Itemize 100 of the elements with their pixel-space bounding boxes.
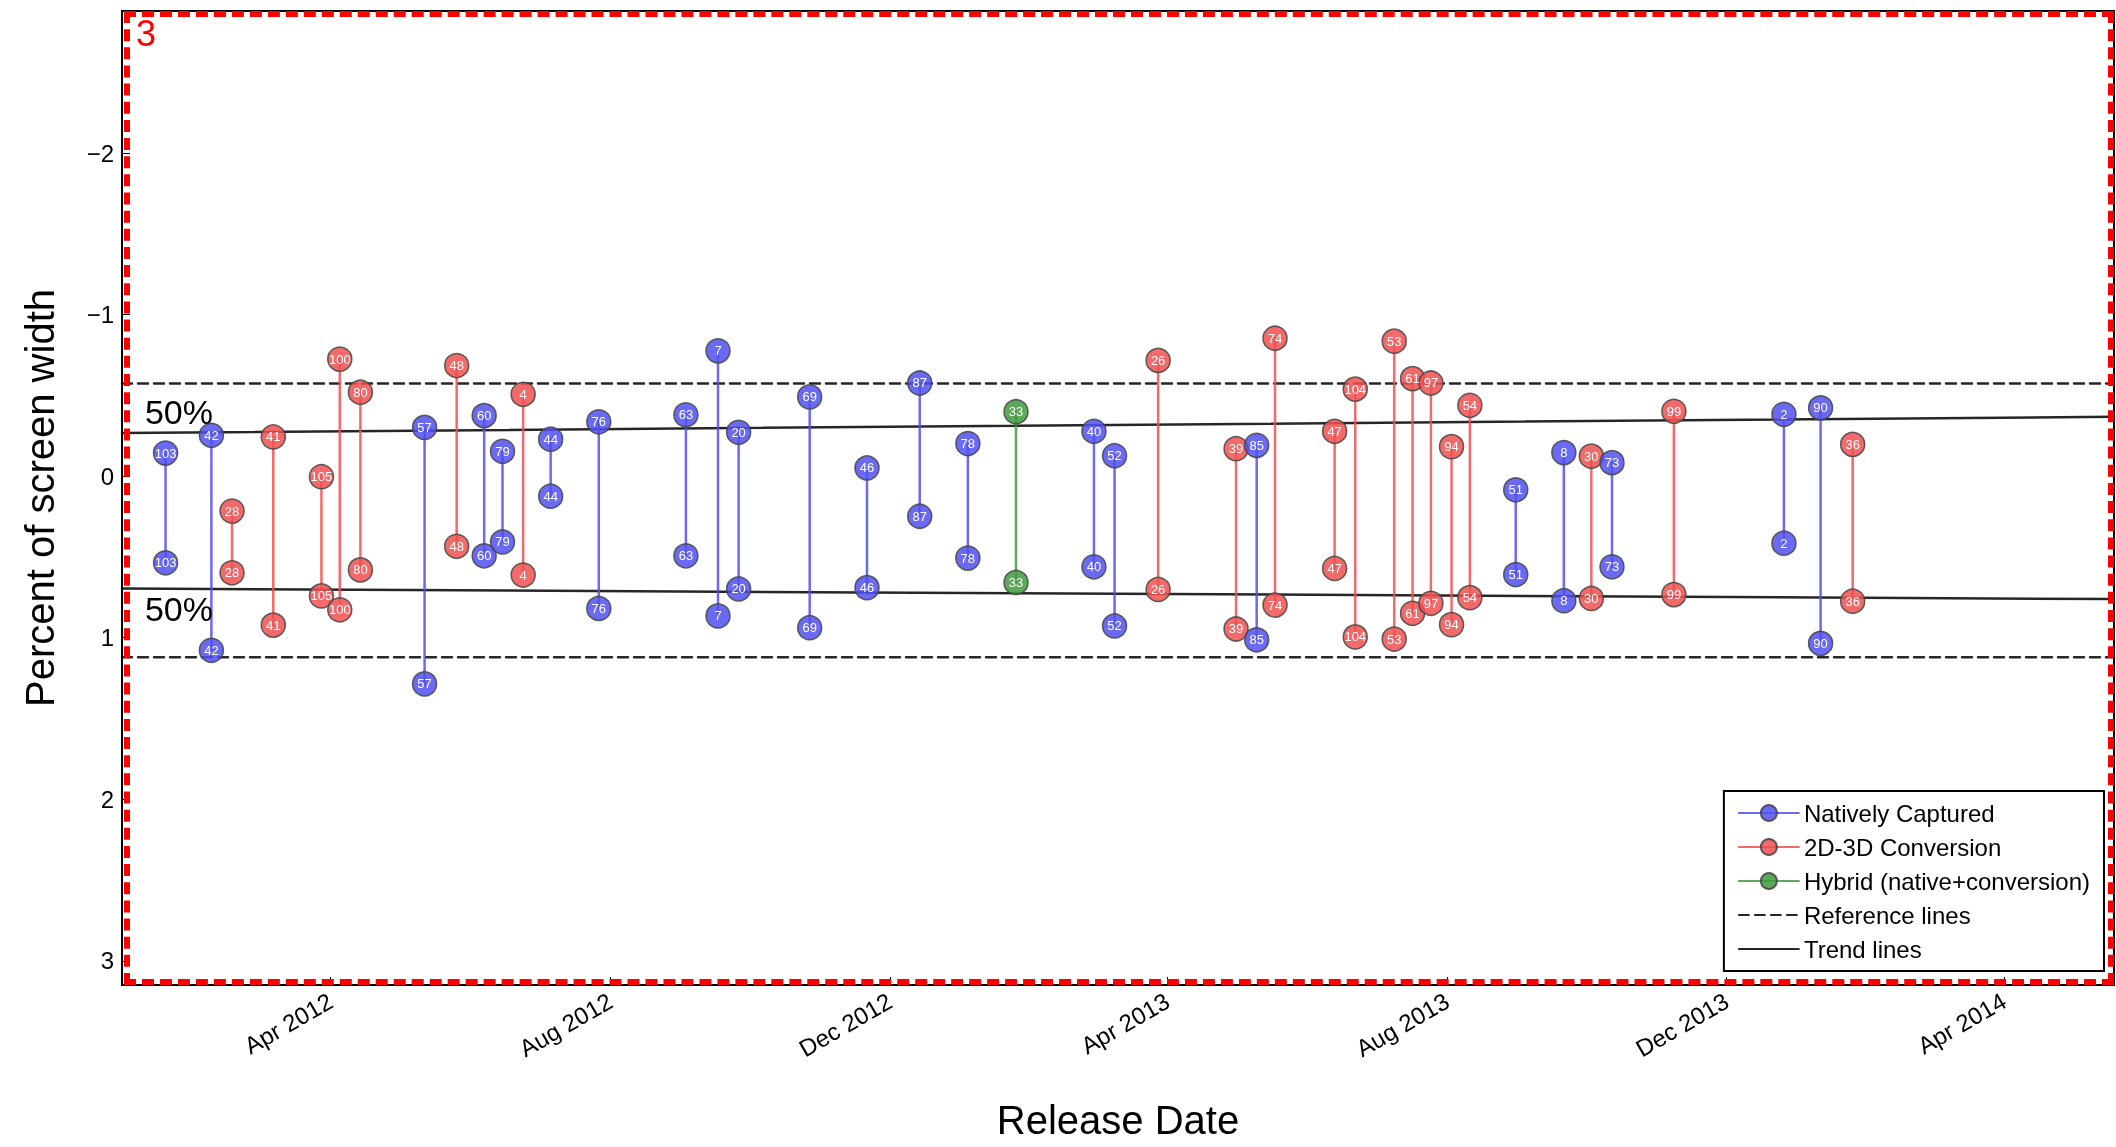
legend-label: Trend lines [1803, 935, 1922, 963]
point [705, 603, 731, 629]
annotation: 105 [310, 588, 333, 604]
x-tick-label: Aug 2012 [514, 987, 618, 1063]
annotation: 100 [328, 351, 351, 367]
annotation: 33 [1008, 404, 1024, 420]
x-tick-label: Apr 2014 [1912, 987, 2011, 1060]
annotation: 41 [266, 429, 281, 445]
annotation: 3 [136, 12, 157, 54]
legend-label: Natively Captured [1803, 799, 1995, 827]
annotation: 20 [731, 581, 746, 597]
annotation: 26 [1150, 581, 1166, 597]
annotation: 26 [1150, 352, 1166, 368]
annotation: 57 [417, 676, 432, 692]
annotation: 39 [1228, 441, 1244, 457]
point [1771, 530, 1797, 556]
y-axis-title: Percent of screen width [18, 289, 62, 707]
point [1771, 401, 1797, 428]
annotation: 85 [1249, 437, 1264, 453]
annotation: 97 [1423, 375, 1439, 391]
annotation: 46 [859, 580, 875, 596]
y-tick-label: 1 [100, 624, 114, 652]
annotation: 4 [519, 567, 527, 583]
annotation: 53 [1386, 333, 1402, 349]
annotation: 39 [1228, 621, 1244, 637]
annotation: 54 [1462, 397, 1478, 413]
point [1551, 439, 1577, 466]
annotation: 46 [859, 460, 875, 476]
annotation: 54 [1462, 590, 1478, 606]
annotation: 7 [714, 608, 722, 624]
annotation: 28 [224, 503, 240, 519]
annotation: 33 [1008, 574, 1024, 590]
annotation: 69 [802, 620, 817, 636]
annotation: 47 [1327, 560, 1342, 576]
annotation: 36 [1845, 436, 1860, 452]
legend-label: 2D-3D Conversion [1803, 833, 2002, 861]
annotation: 79 [495, 443, 510, 459]
annotation: 94 [1444, 617, 1459, 633]
annotation: 44 [543, 488, 558, 504]
annotation: 44 [543, 431, 558, 447]
annotation: 30 [1584, 448, 1599, 464]
annotation: 48 [449, 538, 464, 554]
annotation: 61 [1405, 371, 1420, 387]
annotation: 73 [1604, 455, 1620, 471]
annotation: 28 [224, 565, 240, 581]
annotation: 47 [1327, 423, 1342, 439]
annotation: 87 [912, 508, 927, 524]
annotation: 40 [1086, 423, 1102, 439]
annotation: 90 [1813, 400, 1828, 416]
annotation: 40 [1086, 559, 1102, 575]
annotation: 4 [519, 386, 527, 402]
annotation: 94 [1444, 439, 1459, 455]
annotation: 87 [912, 375, 927, 391]
x-tick-label: Aug 2013 [1351, 987, 1454, 1063]
annotation: 51 [1508, 482, 1523, 498]
x-tick-label: Apr 2013 [1076, 987, 1175, 1060]
annotation: 20 [731, 424, 746, 440]
annotation: 57 [417, 419, 432, 435]
point [705, 338, 731, 364]
x-tick-label: Dec 2013 [1630, 987, 1734, 1063]
annotation: 104 [1344, 381, 1367, 397]
x-axis-title: Release Date [996, 1098, 1240, 1142]
annotation: 99 [1666, 587, 1682, 603]
annotation: 103 [154, 445, 177, 461]
annotation: 85 [1249, 632, 1264, 648]
annotation: 74 [1267, 330, 1283, 346]
annotation: 105 [310, 469, 333, 485]
annotation: 104 [1344, 629, 1367, 645]
annotation: 8 [1560, 445, 1568, 461]
annotation: 80 [353, 562, 368, 578]
annotation: 36 [1845, 593, 1860, 609]
y-tick-label: −1 [86, 301, 114, 329]
annotation: 76 [591, 414, 607, 430]
annotation: 103 [154, 555, 177, 571]
annotation: 42 [204, 642, 219, 658]
annotation: 53 [1386, 631, 1402, 647]
annotation: 2 [1780, 535, 1788, 551]
annotation: 100 [328, 602, 351, 618]
annotation: 97 [1423, 595, 1439, 611]
annotation: 76 [591, 600, 607, 616]
y-tick-label: 2 [100, 785, 114, 813]
annotation: 51 [1508, 567, 1523, 583]
y-tick-label: −2 [86, 139, 114, 167]
annotation: 99 [1666, 403, 1682, 419]
annotation: 80 [353, 384, 368, 400]
annotation: 48 [449, 358, 464, 374]
x-tick-label: Apr 2012 [239, 987, 338, 1060]
legend-label: Hybrid (native+conversion) [1803, 867, 2090, 895]
annotation: 52 [1107, 448, 1122, 464]
x-tick-label: Dec 2012 [794, 987, 897, 1063]
annotation: 74 [1267, 597, 1283, 613]
annotation: 7 [714, 343, 722, 359]
annotation: 69 [802, 389, 817, 405]
annotation: 90 [1813, 635, 1828, 651]
annotation: 79 [495, 534, 510, 550]
annotation: 63 [678, 407, 694, 423]
annotation: 2 [1780, 406, 1788, 422]
annotation: 60 [476, 408, 492, 424]
annotation: 41 [266, 617, 281, 633]
legend-label: Reference lines [1803, 901, 1971, 929]
